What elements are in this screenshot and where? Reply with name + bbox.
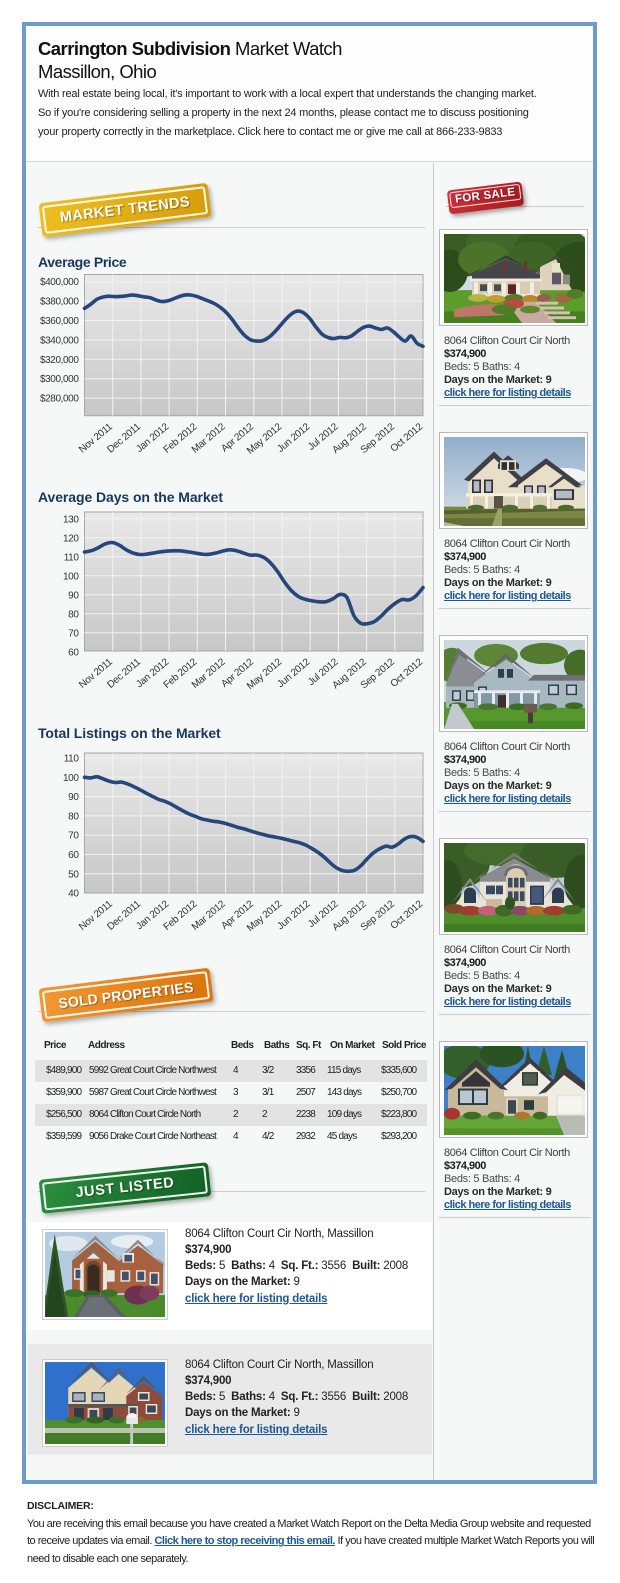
svg-text:Jun 2012: Jun 2012 — [275, 898, 312, 932]
svg-text:Oct 2012: Oct 2012 — [389, 898, 426, 931]
svg-text:50: 50 — [68, 869, 79, 880]
svg-text:Oct 2012: Oct 2012 — [389, 656, 426, 689]
svg-text:40: 40 — [68, 889, 79, 900]
svg-text:110: 110 — [64, 754, 80, 765]
svg-text:120: 120 — [63, 533, 79, 544]
svg-text:70: 70 — [68, 628, 79, 639]
svg-text:$280,000: $280,000 — [40, 394, 79, 405]
svg-text:Oct 2012: Oct 2012 — [389, 421, 426, 454]
svg-text:$340,000: $340,000 — [40, 335, 79, 346]
svg-text:$360,000: $360,000 — [40, 316, 79, 327]
svg-text:80: 80 — [68, 609, 79, 620]
svg-text:70: 70 — [68, 831, 79, 842]
svg-text:$300,000: $300,000 — [40, 374, 79, 385]
svg-text:60: 60 — [68, 647, 79, 658]
svg-text:130: 130 — [63, 514, 79, 525]
svg-text:90: 90 — [68, 792, 79, 803]
svg-text:90: 90 — [68, 590, 79, 601]
svg-text:Jun 2012: Jun 2012 — [275, 656, 312, 690]
svg-text:100: 100 — [63, 571, 79, 582]
svg-text:110: 110 — [64, 552, 80, 563]
svg-text:$320,000: $320,000 — [40, 355, 79, 366]
svg-text:$400,000: $400,000 — [40, 277, 79, 288]
svg-text:60: 60 — [68, 850, 79, 861]
svg-text:100: 100 — [63, 773, 79, 784]
svg-text:80: 80 — [68, 811, 79, 822]
svg-text:Jun 2012: Jun 2012 — [275, 421, 312, 455]
svg-text:$380,000: $380,000 — [40, 297, 79, 308]
